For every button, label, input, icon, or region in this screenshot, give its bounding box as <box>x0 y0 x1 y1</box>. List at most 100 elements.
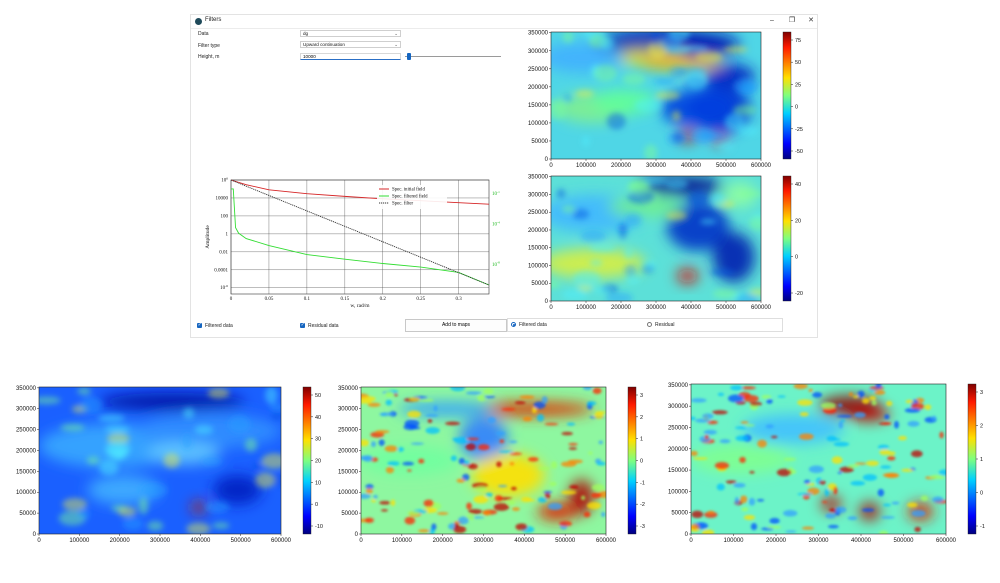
y-tick-label: 0 <box>545 157 549 163</box>
height-slider-track[interactable] <box>405 56 501 57</box>
x-tick-label: 500000 <box>893 538 914 544</box>
x-tick-label: 300000 <box>150 538 171 544</box>
x-tick-label: 400000 <box>851 538 872 544</box>
x-axis-label: w, rad/m <box>350 303 370 309</box>
y-tick-label: 350000 <box>338 386 359 392</box>
x-tick-label: 400000 <box>190 538 211 544</box>
x-tick-label: 200000 <box>110 538 131 544</box>
x-tick-label: 0.15 <box>340 297 349 302</box>
x-tick-label: 0 <box>549 163 553 169</box>
maximize-button[interactable]: ❐ <box>788 17 796 24</box>
radio-residual[interactable] <box>647 322 652 327</box>
chevron-down-icon: ⌄ <box>394 31 398 36</box>
y-tick-label: 100000 <box>16 490 37 496</box>
colorbar-label: Filtered <box>654 451 655 469</box>
y-tick-label: 300000 <box>528 49 549 55</box>
filter-type-select[interactable]: Upward continuation ⌄ <box>300 41 401 48</box>
filtered-data-checkbox[interactable] <box>197 322 202 328</box>
close-button[interactable]: ✕ <box>808 17 814 24</box>
y-tick-label: 350000 <box>528 31 549 37</box>
colorbar-tick-label: 10 <box>315 480 321 486</box>
x-tick-label: 200000 <box>766 538 787 544</box>
y-tick-label: 300000 <box>338 407 359 413</box>
x-tick-label: 0 <box>37 538 41 544</box>
colorbar-tick-label: 1 <box>640 437 643 443</box>
filter-type-value: Upward continuation <box>303 42 345 47</box>
residual-data-checkbox[interactable] <box>300 322 305 328</box>
y-tick-label: 200000 <box>528 85 549 91</box>
x-tick-label: 200000 <box>433 538 454 544</box>
colorbar-tick-label: 3 <box>980 390 983 396</box>
app-icon <box>195 18 202 25</box>
y-tick-label: 200000 <box>16 448 37 454</box>
colorbar-tick-label: -2 <box>640 502 645 508</box>
colorbar-tick-label: 2 <box>640 415 643 421</box>
y-tick-label: 0 <box>545 299 549 305</box>
y-tick-label: 150000 <box>528 103 549 109</box>
y-tick-label: 250000 <box>668 425 689 431</box>
y-tick-label: 200000 <box>338 448 359 454</box>
window-title: Filters <box>205 17 222 23</box>
view-mode-group <box>507 318 783 332</box>
x-tick-label: 0 <box>230 297 233 302</box>
y-tick-label: 100000 <box>668 489 689 495</box>
height-slider-thumb[interactable] <box>406 53 411 60</box>
residual-data-label: Residual data <box>308 323 339 329</box>
colorbar-tick-label: 0 <box>795 255 798 261</box>
radio-filtered-data[interactable] <box>511 322 516 327</box>
y-tick-label: 300000 <box>16 407 37 413</box>
spectrum-chart: 106 10000 100 1 0.01 0.0001 10-6 0 0.05 0.1 0.15 0.… <box>205 177 500 309</box>
y-tick-label: 1 <box>226 232 229 237</box>
x-tick-label: 0.3 <box>456 297 463 302</box>
heatmap-image <box>691 384 946 534</box>
x-tick-label: 300000 <box>808 538 829 544</box>
y-tick-label: 150000 <box>16 469 37 475</box>
colorbar-tick-label: -20 <box>795 291 803 297</box>
filter-type-label: Filter type <box>198 43 220 49</box>
height-input[interactable]: 10000 <box>300 53 401 60</box>
x-tick-label: 100000 <box>576 305 597 311</box>
x-tick-label: 200000 <box>611 163 632 169</box>
x-tick-label: 500000 <box>716 163 737 169</box>
heatmap-image <box>361 387 606 534</box>
y-tick-label: 0 <box>33 532 37 538</box>
y-tick-label: 10000 <box>216 196 229 201</box>
y-tick-label: 350000 <box>16 386 37 392</box>
heatmap-image <box>551 32 761 159</box>
x-tick-label: 600000 <box>751 305 772 311</box>
x-tick-label: 500000 <box>231 538 252 544</box>
x-tick-label: 400000 <box>681 163 702 169</box>
y-tick-label: 50000 <box>19 511 36 517</box>
colorbar-tick-label: -50 <box>795 149 803 155</box>
map-initial-dg: 0 100000 200000 300000 400000 500000 600000050… <box>528 31 810 169</box>
colorbar-tick-label: 0 <box>980 491 983 497</box>
colorbar-tick-label: 0 <box>315 502 318 508</box>
map-residual-dg: 0 100000 200000 300000 400000 500000 600000050… <box>16 386 323 544</box>
colorbar-label: Filtered <box>994 450 995 468</box>
minimize-button[interactable]: – <box>770 17 774 24</box>
x-tick-label: 400000 <box>681 305 702 311</box>
map-filtered-residual: 0 100000 200000 300000 400000 500000 600000050… <box>668 383 995 544</box>
y-tick-label: 0.01 <box>219 250 228 255</box>
heatmap-image <box>551 176 761 301</box>
y-tick-label: 50000 <box>341 511 358 517</box>
colorbar-tick-label: 50 <box>795 60 801 66</box>
x-tick-label: 100000 <box>723 538 744 544</box>
x-tick-label: 200000 <box>611 305 632 311</box>
colorbar-tick-label: 40 <box>315 415 321 421</box>
right-tick-label: 10-4 <box>492 220 500 227</box>
y-tick-label: 50000 <box>671 511 688 517</box>
colorbar-tick-label: -25 <box>795 127 803 133</box>
series-line-2 <box>231 188 490 286</box>
y-tick-label: 250000 <box>338 428 359 434</box>
y-tick-label: 100000 <box>338 490 359 496</box>
add-to-maps-button[interactable]: Add to maps <box>405 319 507 332</box>
y-tick-label: 350000 <box>668 383 689 389</box>
colorbar-tick-label: -1 <box>640 480 645 486</box>
right-tick-label: 10-1 <box>492 190 500 197</box>
x-tick-label: 500000 <box>716 305 737 311</box>
colorbar-tick-label: 0 <box>795 105 798 111</box>
y-tick-label: 150000 <box>338 469 359 475</box>
colorbar-tick-label: 3 <box>640 393 643 399</box>
data-select[interactable]: dg ⌄ <box>300 30 401 37</box>
